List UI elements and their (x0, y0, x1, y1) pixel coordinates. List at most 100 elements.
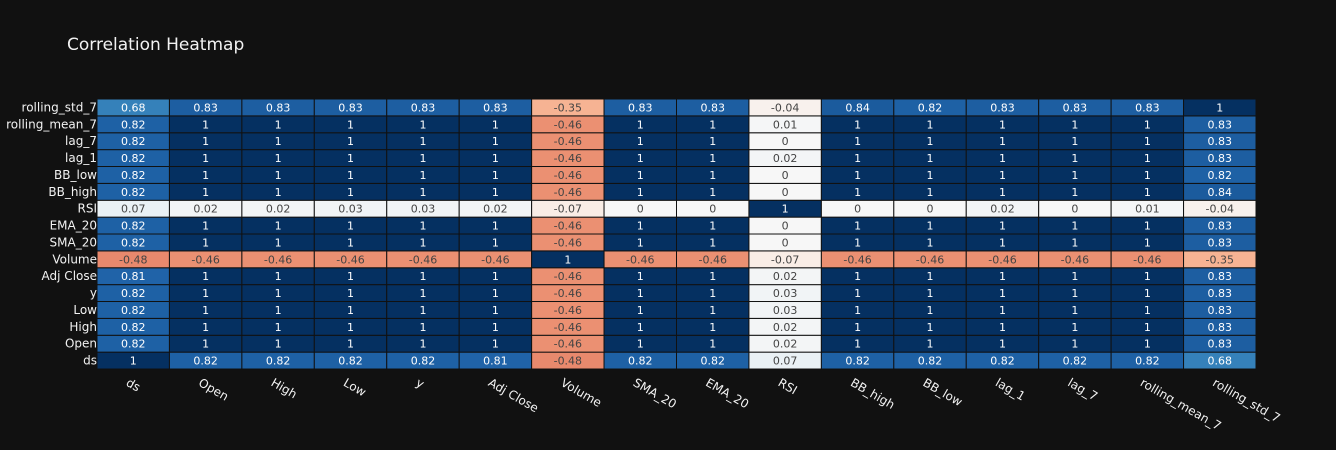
y-tick-label: y (90, 286, 97, 300)
cell-value-label: 0.82 (121, 169, 146, 182)
heatmap-cells: 1 0.82 0.82 0.82 0.82 0.81 -0.48 0.82 0.82 0.07 0.… (96, 98, 1257, 370)
cell-value-label: 1 (637, 338, 644, 351)
cell-value-label: 1 (637, 236, 644, 249)
cell-value-label: 1 (419, 152, 426, 165)
cell-value-label: 1 (202, 220, 209, 233)
cell-value-label: 0.83 (1208, 152, 1233, 165)
cell-value-label: -0.46 (554, 270, 582, 283)
cell-value-label: 1 (419, 338, 426, 351)
y-tick-label: lag_7 (65, 134, 97, 148)
cell-value-label: 0.82 (193, 355, 218, 368)
cell-value-label: -0.46 (336, 253, 364, 266)
cell-value-label: 0.81 (483, 355, 508, 368)
cell-value-label: -0.46 (264, 253, 292, 266)
cell-value-label: -0.35 (554, 101, 582, 114)
cell-value-label: -0.04 (771, 101, 799, 114)
y-tick-label: Volume (52, 252, 97, 266)
cell-value-label: -0.48 (554, 355, 582, 368)
cell-value-label: 1 (709, 220, 716, 233)
cell-value-label: 1 (927, 152, 934, 165)
cell-value-label: 1 (637, 220, 644, 233)
cell-value-label: 0.82 (121, 321, 146, 334)
cell-value-label: 1 (854, 152, 861, 165)
cell-value-label: -0.46 (1133, 253, 1161, 266)
cell-value-label: 0.82 (1063, 355, 1088, 368)
cell-value-label: 1 (927, 169, 934, 182)
cell-value-label: 0.82 (918, 355, 943, 368)
cell-value-label: -0.46 (481, 253, 509, 266)
cell-value-label: 1 (782, 203, 789, 216)
cell-value-label: 1 (1071, 169, 1078, 182)
cell-value-label: -0.46 (554, 152, 582, 165)
cell-value-label: 0.83 (411, 101, 436, 114)
cell-value-label: 1 (202, 135, 209, 148)
cell-value-label: 0.82 (845, 355, 870, 368)
cell-value-label: 1 (709, 118, 716, 131)
cell-value-label: 1 (275, 270, 282, 283)
cell-value-label: 0.84 (1208, 186, 1233, 199)
y-tick-label: Open (65, 337, 97, 351)
cell-value-label: 0.82 (1208, 169, 1233, 182)
cell-value-label: 1 (419, 135, 426, 148)
cell-value-label: 1 (419, 321, 426, 334)
cell-value-label: 1 (347, 152, 354, 165)
cell-value-label: 1 (637, 304, 644, 317)
cell-value-label: 0.83 (1208, 270, 1233, 283)
cell-value-label: 0 (782, 135, 789, 148)
cell-value-label: 0.02 (773, 152, 798, 165)
cell-value-label: 1 (492, 186, 499, 199)
cell-value-label: 0.07 (121, 203, 146, 216)
cell-value-label: 1 (1144, 169, 1151, 182)
cell-value-label: 1 (492, 169, 499, 182)
cell-value-label: -0.04 (1206, 203, 1234, 216)
cell-value-label: 1 (637, 186, 644, 199)
cell-value-label: 1 (492, 321, 499, 334)
y-tick-label: Adj Close (42, 269, 97, 283)
cell-value-label: 0 (854, 203, 861, 216)
cell-value-label: 0 (782, 220, 789, 233)
cell-value-label: 1 (854, 304, 861, 317)
cell-value-label: 0.82 (121, 186, 146, 199)
cell-value-label: 0.82 (121, 304, 146, 317)
cell-value-label: 1 (999, 152, 1006, 165)
cell-value-label: 1 (347, 118, 354, 131)
cell-value-label: 1 (347, 135, 354, 148)
cell-value-label: 1 (202, 338, 209, 351)
cell-value-label: -0.46 (1061, 253, 1089, 266)
cell-value-label: 0.82 (121, 135, 146, 148)
cell-value-label: 0.03 (773, 304, 798, 317)
cell-value-label: 0.02 (990, 203, 1015, 216)
cell-value-label: 1 (347, 270, 354, 283)
cell-value-label: 1 (854, 321, 861, 334)
cell-value-label: 0.03 (773, 287, 798, 300)
cell-value-label: 1 (927, 186, 934, 199)
cell-value-label: 0.01 (1135, 203, 1160, 216)
cell-value-label: 1 (1071, 304, 1078, 317)
cell-value-label: 0.83 (483, 101, 508, 114)
cell-value-label: 1 (1144, 338, 1151, 351)
cell-value-label: -0.46 (191, 253, 219, 266)
cell-value-label: 1 (709, 135, 716, 148)
y-tick-label: EMA_20 (50, 219, 97, 233)
cell-value-label: 1 (1144, 287, 1151, 300)
cell-value-label: 1 (347, 186, 354, 199)
cell-value-label: 0.82 (628, 355, 653, 368)
cell-value-label: 0.82 (121, 152, 146, 165)
cell-value-label: 0.82 (121, 287, 146, 300)
cell-value-label: 0.82 (121, 338, 146, 351)
cell-value-label: 1 (492, 287, 499, 300)
cell-value-label: 1 (419, 118, 426, 131)
cell-value-label: 0.83 (628, 101, 653, 114)
cell-value-label: 1 (1071, 270, 1078, 283)
cell-value-label: 1 (927, 270, 934, 283)
cell-value-label: 0.02 (773, 321, 798, 334)
cell-value-label: 1 (275, 169, 282, 182)
cell-value-label: 1 (202, 236, 209, 249)
chart-title: Correlation Heatmap (67, 35, 244, 55)
cell-value-label: 1 (1071, 186, 1078, 199)
cell-value-label: 1 (1071, 118, 1078, 131)
cell-value-label: 0 (1071, 203, 1078, 216)
cell-value-label: 1 (347, 304, 354, 317)
cell-value-label: 1 (709, 152, 716, 165)
cell-value-label: 0.82 (121, 118, 146, 131)
